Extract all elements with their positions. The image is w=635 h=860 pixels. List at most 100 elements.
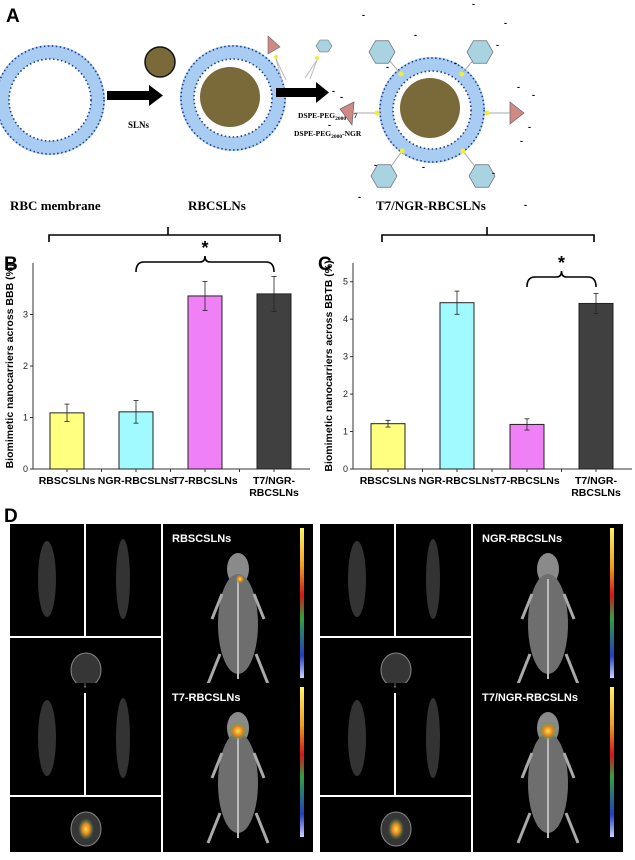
mouse-coronal-image [348,541,366,617]
bar-t7-ngr-rbcslns [256,293,292,470]
fluorescence-hotspot [538,721,558,741]
x-tick-label: RBSCSLNs [39,475,96,487]
intensity-colorbar [610,687,614,837]
x-tick-label: T7-RBCSLNs [494,475,559,487]
bar-t7-rbcslns [509,423,545,470]
y-tick-label: 2 [23,361,28,371]
charge-symbol: - [386,62,389,72]
charge-symbol: - [374,160,377,170]
bar-rbscslns [370,423,406,470]
charge-symbol: - [328,120,331,130]
imaging-panel-label: NGR-RBCSLNs [482,533,562,545]
mouse-coronal-image [38,700,56,776]
fluorescence-hotspot-transverse [388,818,404,840]
y-tick-label: 3 [343,352,348,362]
y-tick-label: 3 [23,310,28,320]
y-tick-label: 5 [343,277,348,287]
panel-a-schematic: A SLNs [0,0,595,242]
mouse-coronal-image [348,700,366,776]
y-axis-label: Biomimetic nanocarriers across BBB (%) [4,264,16,469]
bar-t7-rbcslns [187,295,223,470]
charge-symbol: - [472,0,475,9]
t7-ngr-rbcsln-particle-icon: ------------------- [328,0,535,210]
stage-label-rbcslns: RBCSLNs [188,198,246,213]
significance-mark: * [201,238,208,258]
charge-symbol: - [528,122,531,132]
panel-d-imaging: RBSCSLNs NGR-RBCSLNs T7-RBCSLNs T7/NGR-RBCS… [10,524,623,852]
imaging-panel-ngr-rbcslns: NGR-RBCSLNs [320,524,623,693]
intensity-colorbar [300,687,304,837]
arrow-icon-1 [107,85,163,106]
x-tick-label: T7/NGR-RBCSLNs [571,475,621,499]
charge-symbol: - [496,40,499,50]
ngr-ligand-icon [368,40,396,64]
imaging-panel-label: RBSCSLNs [172,533,231,545]
ngr-ligand-icon [304,39,333,80]
significance-bracket [135,255,275,273]
mouse-limbs-image [516,593,580,685]
significance-mark: * [558,253,565,273]
step2-label-ngr: DSPE-PEG2000-NGR [294,129,362,140]
rbc-membrane-vesicle-icon [0,45,105,155]
chart-b: B 0 1 2 3 Biomimetic nanocarriers across BBB … [4,238,310,499]
y-tick-label: 4 [343,314,348,324]
imaging-panel-t7-ngr-rbcslns: T7/NGR-RBCSLNs [320,683,623,852]
mouse-transverse-image [380,652,412,688]
brace-right [381,227,595,242]
bar-rbscslns [49,412,85,470]
mouse-limbs-image [206,593,270,685]
panel-letter-c: C [318,254,332,275]
y-tick-label: 1 [23,413,28,423]
charge-symbol: - [362,10,365,20]
charge-symbol: - [492,168,495,178]
mouse-limbs-image [206,752,270,844]
intensity-colorbar [300,528,304,678]
chart-c: C 0 1 2 3 4 5 Biomimetic nanocarriers across BB… [318,253,632,499]
imaging-panel-label: T7-RBCSLNs [172,692,240,704]
charge-symbol: - [517,82,520,92]
y-tick-label: 0 [343,464,348,474]
imaging-panel-rbscslns: RBSCSLNs [10,524,313,693]
t7-ligand-icon [267,35,287,82]
arrow-icon-2 [276,82,329,103]
fluorescence-hotspot [228,721,248,741]
ngr-ligand-icon [370,164,398,188]
mouse-coronal-image [38,541,56,617]
bar-ngr-rbcslns [439,302,475,470]
x-tick-label: RBSCSLNs [360,475,417,487]
stage-label-rbc-membrane: RBC membrane [10,198,101,213]
significance-bracket [526,270,597,288]
t7-ligand-icon [509,101,525,125]
y-tick-label: 1 [343,427,348,437]
linker-dot-icon [398,71,404,77]
mouse-limbs-image [516,752,580,844]
rbcsln-particle-icon [180,45,286,151]
y-axis-label: Biomimetic nanocarriers across BBTB (%) [323,260,335,471]
linker-dot-icon [460,148,466,154]
mouse-transverse-image [70,652,102,688]
charge-symbol: - [524,200,527,210]
panel-letter-a: A [6,6,20,27]
charge-symbol: - [520,136,523,146]
ngr-ligand-icon [466,40,494,64]
charge-symbol: - [340,92,343,102]
linker-dot-icon [484,110,490,116]
charge-symbol: - [532,90,535,100]
charge-symbol: - [332,86,335,96]
imaging-panel-t7-rbcslns: T7-RBCSLNs [10,683,313,852]
charge-symbol: - [504,18,507,28]
charge-symbol: - [414,30,417,40]
fluorescence-hotspot-transverse [78,818,94,840]
charge-symbol: - [454,58,457,68]
fluorescence-hotspot [235,574,245,584]
step1-label: SLNs [128,120,150,130]
charge-symbol: - [358,192,361,202]
panel-letter-d: D [4,506,18,527]
x-tick-label: T7/NGR-RBCSLNs [249,475,299,499]
mouse-sagittal-image [426,539,440,619]
linker-dot-icon [399,148,405,154]
panel-letter-b: B [4,254,18,275]
bar-t7-ngr-rbcslns [578,302,614,470]
linker-dot-icon [374,110,380,116]
